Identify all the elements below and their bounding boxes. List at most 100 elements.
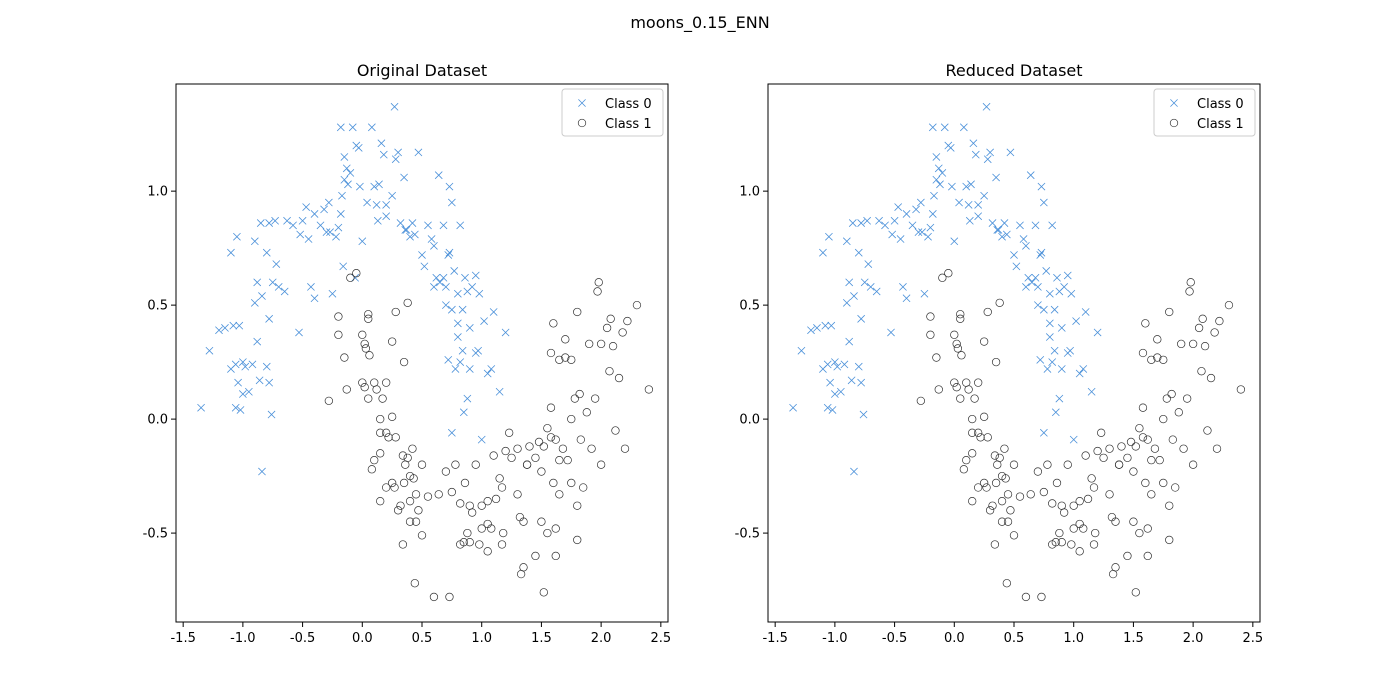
class1-point: [997, 517, 1007, 526]
class1-point: [1171, 483, 1180, 492]
class0-point: [1063, 271, 1072, 280]
class1-point: [1131, 588, 1140, 597]
class0-point: [842, 298, 851, 307]
class1-point: [513, 490, 522, 499]
class0-point: [938, 169, 947, 177]
class1-point: [974, 483, 983, 492]
class1-point: [475, 540, 484, 549]
class1-point: [979, 412, 989, 421]
class0-point: [296, 230, 305, 239]
class1-point: [537, 517, 546, 526]
class1-point: [384, 433, 393, 442]
class1-point: [364, 314, 373, 323]
legend-marker-class1-original: [577, 118, 587, 128]
class1-point: [483, 547, 492, 556]
class1-point: [387, 337, 397, 346]
class0-point: [238, 358, 247, 367]
class0-point: [394, 148, 402, 157]
class1-point: [463, 528, 472, 538]
class1-point: [401, 460, 410, 469]
class0-point: [336, 210, 345, 218]
class1-point: [549, 478, 558, 488]
class0-point: [445, 248, 454, 257]
scatter-marks-reduced: [789, 102, 1246, 602]
class0-point: [354, 143, 363, 152]
class1-point: [993, 460, 1002, 469]
class1-point: [950, 378, 959, 387]
class1-point: [968, 428, 977, 437]
class0-point: [857, 219, 866, 227]
class1-point: [570, 394, 580, 403]
class1-point: [367, 465, 376, 474]
class0-point: [235, 321, 244, 330]
class0-point: [994, 226, 1003, 234]
class1-point: [1236, 385, 1246, 394]
class1-point: [525, 442, 534, 451]
class0-point: [280, 287, 289, 296]
class1-point: [1165, 535, 1174, 545]
class1-point: [974, 428, 983, 437]
class1-point: [1165, 307, 1174, 317]
class1-point: [417, 460, 427, 469]
class1-point: [403, 298, 412, 307]
class1-point: [974, 378, 983, 387]
class0-point: [983, 155, 992, 164]
class1-point: [358, 330, 367, 339]
class1-point: [489, 451, 498, 460]
class0-point: [304, 235, 313, 243]
class0-point: [234, 378, 242, 387]
class0-point: [326, 228, 334, 237]
class0-point: [253, 278, 262, 287]
class1-point: [995, 453, 1004, 463]
class1-point: [605, 367, 614, 376]
class1-point: [1200, 342, 1210, 351]
class0-point: [495, 387, 504, 396]
class1-point: [1212, 444, 1222, 453]
class1-point: [551, 435, 560, 444]
class1-point: [990, 451, 1000, 460]
legend-x-marker: [578, 99, 586, 107]
class1-point: [964, 385, 973, 394]
class1-point: [1165, 501, 1174, 510]
class0-point: [444, 251, 453, 259]
class1-point: [451, 460, 460, 469]
class1-point: [988, 501, 997, 510]
class1-point: [507, 453, 516, 463]
legend-marker-class0-original: [578, 99, 586, 107]
class0-point: [912, 205, 920, 214]
class0-point: [1016, 221, 1024, 230]
y-tick-label: 0.0: [739, 413, 760, 428]
class0-point: [468, 283, 477, 291]
class0-point: [356, 182, 364, 191]
class0-point: [896, 235, 905, 243]
class1-point: [1009, 531, 1019, 540]
class1-point: [358, 378, 367, 387]
class1-point: [539, 588, 548, 597]
class0-point: [265, 314, 274, 323]
x-tick-label: 0.5: [1004, 631, 1025, 646]
legend-o-marker: [1169, 118, 1179, 128]
class0-point: [382, 212, 391, 221]
x-tick-label: 0.5: [412, 631, 433, 646]
x-tick-label: 2.5: [1242, 631, 1263, 646]
legend-reduced: Class 0 Class 1: [1153, 88, 1256, 137]
x-tick-label: -1.0: [822, 631, 847, 646]
class1-point: [360, 383, 369, 392]
class1-point: [1033, 467, 1043, 476]
class1-point: [1188, 339, 1198, 349]
class0-point: [439, 221, 448, 230]
class0-point: [382, 200, 391, 209]
class1-point: [1185, 287, 1194, 296]
class1-point: [1048, 499, 1057, 508]
class0-point: [899, 283, 907, 291]
class0-point: [888, 230, 897, 239]
class0-point: [797, 346, 806, 355]
class0-point: [456, 221, 465, 230]
class1-point: [1015, 492, 1025, 501]
class1-point: [623, 316, 632, 326]
class0-point: [320, 205, 328, 214]
scatter-marks-original: [197, 102, 654, 602]
class1-point: [573, 535, 582, 545]
class0-point: [1072, 317, 1080, 325]
class1-point: [1162, 394, 1172, 403]
